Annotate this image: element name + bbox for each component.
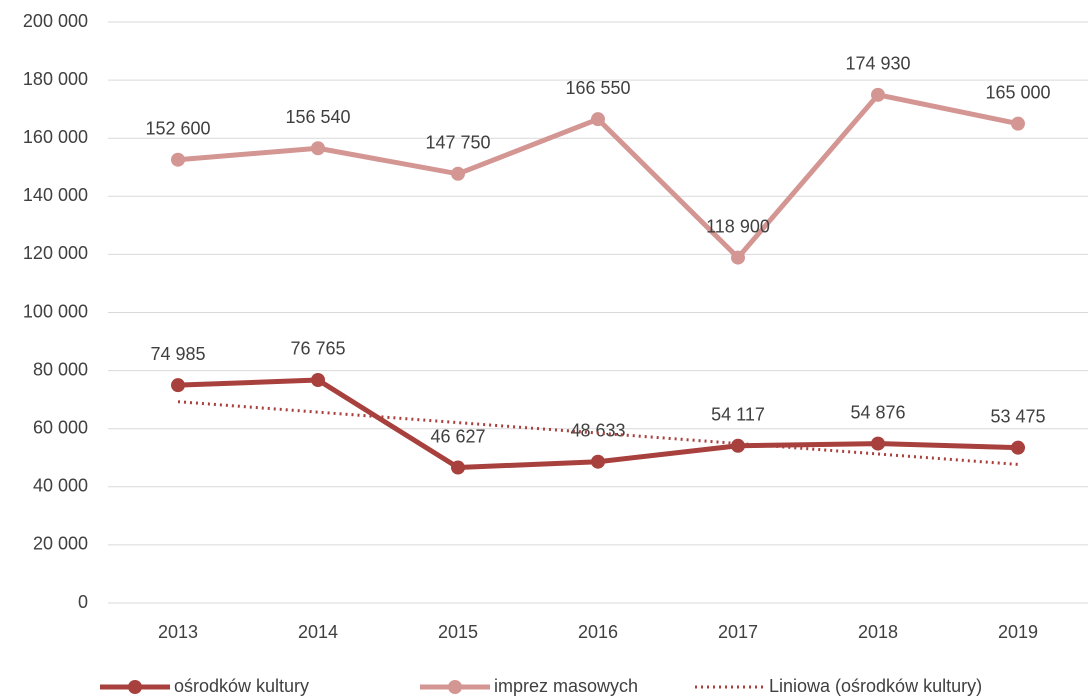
legend-label: imprez masowych: [494, 676, 638, 696]
point: [871, 87, 885, 102]
x-tick-label: 2014: [298, 622, 338, 642]
point: [311, 372, 325, 387]
y-tick-label: 80 000: [33, 359, 88, 379]
legend-marker: [128, 680, 142, 694]
point: [171, 378, 185, 393]
data-label: 76 765: [290, 339, 345, 359]
data-label: 156 540: [285, 107, 350, 127]
point: [451, 166, 465, 181]
y-tick-label: 20 000: [33, 534, 88, 554]
data-label: 74 985: [150, 344, 205, 364]
point: [311, 141, 325, 156]
y-tick-label: 180 000: [23, 69, 88, 89]
y-tick-label: 200 000: [23, 11, 88, 31]
data-label: 54 117: [711, 405, 765, 425]
data-label: 46 627: [430, 426, 485, 446]
point: [731, 438, 745, 453]
point: [171, 152, 185, 167]
data-label: 54 876: [850, 402, 905, 422]
x-tick-label: 2018: [858, 622, 898, 642]
legend-marker: [448, 680, 462, 694]
x-tick-label: 2016: [578, 622, 618, 642]
data-label: 147 750: [425, 133, 490, 153]
data-label: 53 475: [990, 406, 1045, 426]
y-tick-label: 120 000: [23, 243, 88, 263]
data-label: 166 550: [565, 78, 630, 98]
x-tick-label: 2015: [438, 622, 478, 642]
point: [1011, 440, 1025, 455]
trend-line: [177, 400, 1019, 466]
legend-label: Liniowa (ośrodków kultury): [769, 676, 982, 696]
point: [731, 250, 745, 265]
data-label: 48 633: [570, 420, 625, 440]
data-label: 152 600: [145, 118, 210, 138]
legend-label: ośrodków kultury: [174, 676, 309, 696]
y-tick-label: 60 000: [33, 417, 88, 437]
y-tick-label: 100 000: [23, 301, 88, 321]
data-label: 174 930: [845, 54, 910, 74]
x-tick-label: 2017: [718, 622, 758, 642]
y-tick-label: 0: [78, 592, 88, 612]
y-tick-label: 40 000: [33, 476, 88, 496]
x-tick-label: 2013: [158, 622, 198, 642]
data-label: 165 000: [985, 82, 1050, 102]
point: [591, 112, 605, 127]
y-tick-label: 160 000: [23, 127, 88, 147]
y-tick-label: 140 000: [23, 185, 88, 205]
point: [1011, 116, 1025, 131]
point: [451, 460, 465, 475]
x-tick-label: 2019: [998, 622, 1038, 642]
data-label: 118 900: [706, 216, 770, 236]
point: [871, 436, 885, 451]
point: [591, 454, 605, 469]
